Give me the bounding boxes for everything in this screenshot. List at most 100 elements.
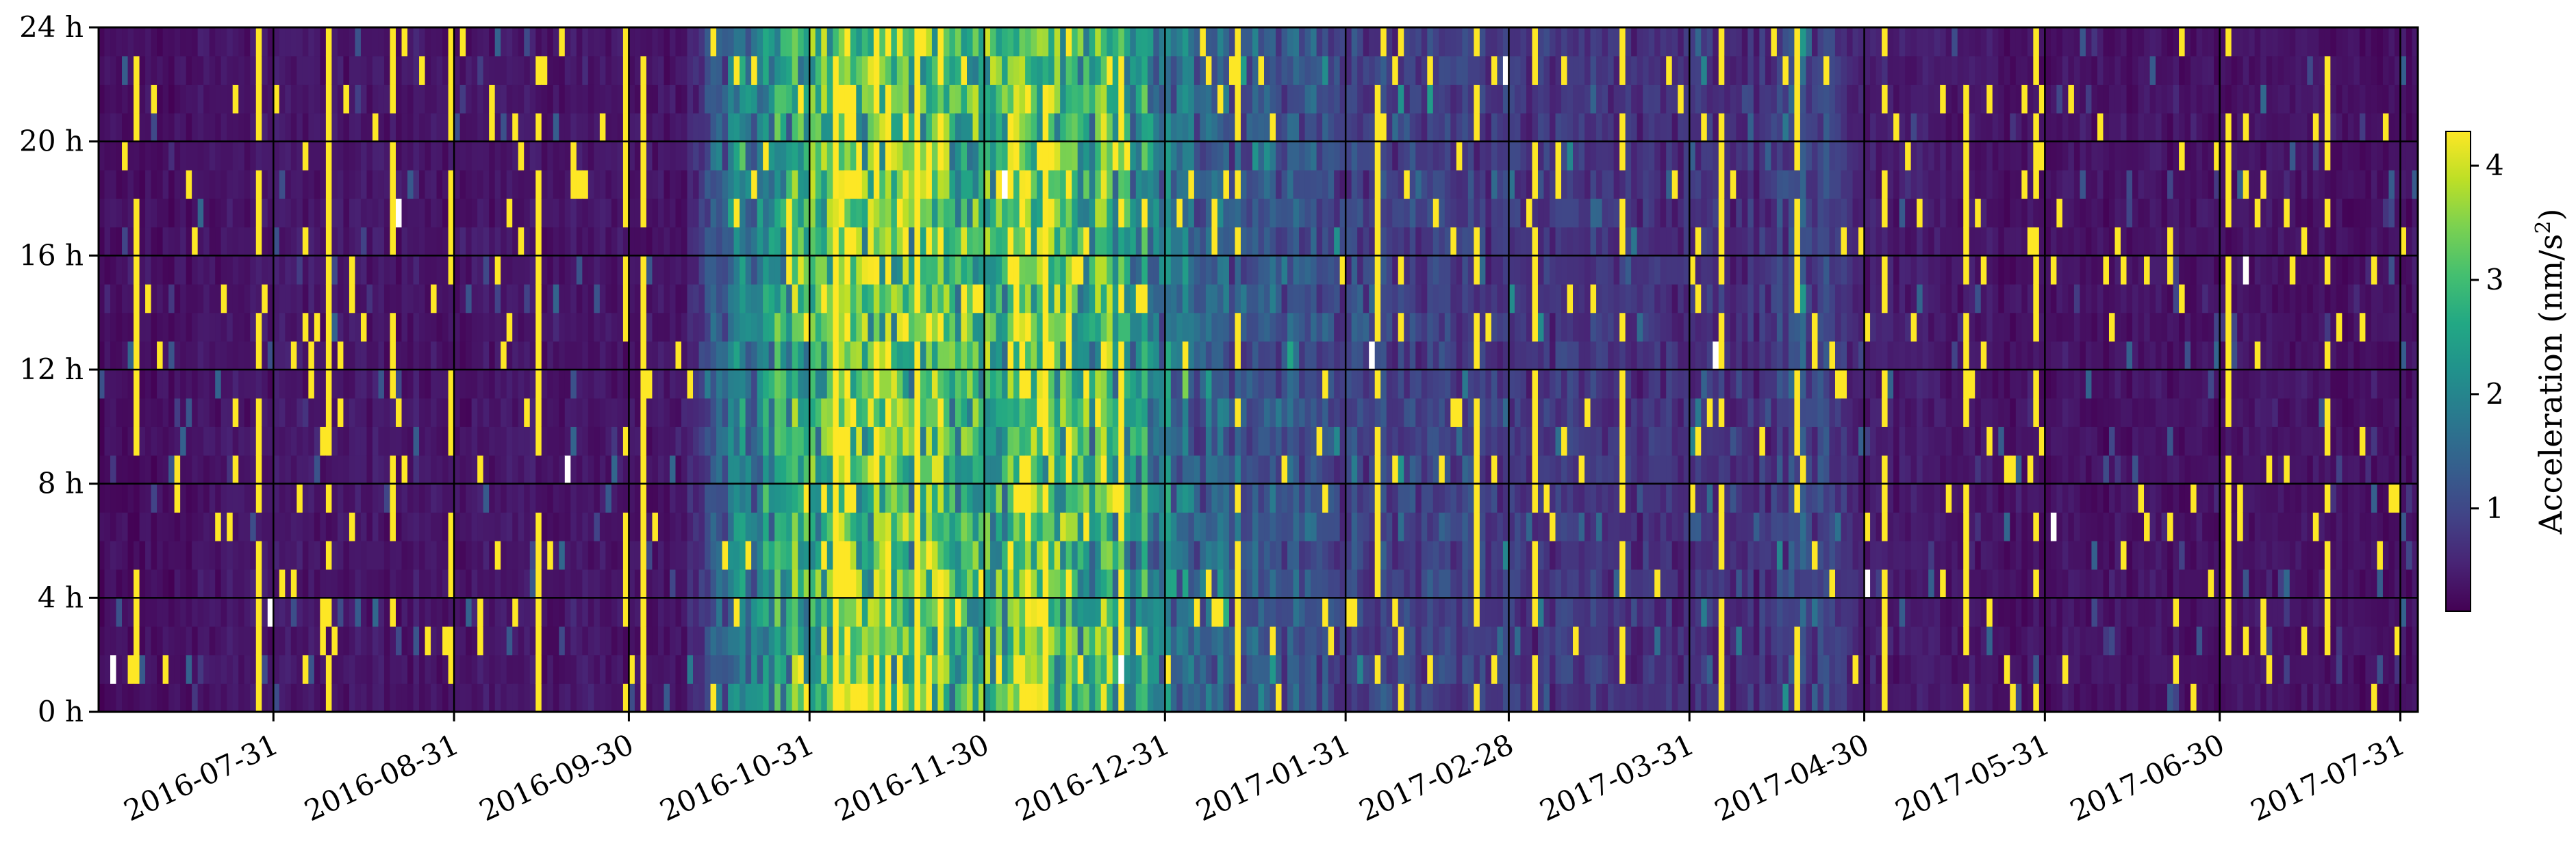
heatmap-cell [419, 370, 426, 399]
heatmap-cell [675, 27, 682, 57]
heatmap-cell [518, 255, 525, 285]
heatmap-cell [949, 654, 956, 684]
heatmap-cell [134, 141, 140, 170]
heatmap-cell [844, 312, 851, 342]
heatmap-cell [343, 27, 350, 57]
heatmap-cell [325, 512, 332, 541]
heatmap-cell [285, 512, 292, 541]
heatmap-cell [1258, 113, 1265, 142]
heatmap-cell [145, 626, 152, 656]
heatmap-cell [360, 84, 368, 114]
heatmap-cell [390, 626, 396, 656]
heatmap-cell [1089, 483, 1096, 513]
heatmap-cell [390, 198, 396, 228]
heatmap-cell [448, 227, 455, 256]
heatmap-cell [489, 170, 496, 199]
heatmap-cell [926, 284, 933, 313]
heatmap-cell [506, 683, 513, 713]
heatmap-cell [314, 84, 320, 114]
heatmap-cell [1002, 170, 1009, 199]
heatmap-cell [466, 113, 472, 142]
heatmap-cell [541, 370, 548, 399]
heatmap-cell [360, 426, 368, 456]
heatmap-cell [920, 198, 927, 228]
heatmap-cell [477, 341, 484, 370]
heatmap-cell [99, 598, 105, 627]
heatmap-cell [698, 341, 705, 370]
heatmap-cell [506, 512, 513, 541]
heatmap-cell [1007, 27, 1014, 57]
heatmap-cell [570, 170, 577, 199]
heatmap-cell [733, 370, 740, 399]
heatmap-cell [1100, 512, 1107, 541]
heatmap-cell [774, 426, 781, 456]
heatmap-cell [244, 541, 251, 570]
heatmap-cell [716, 113, 723, 142]
heatmap-cell [320, 455, 327, 485]
heatmap-cell [1188, 312, 1195, 342]
heatmap-cell [127, 141, 134, 170]
heatmap-cell [879, 370, 886, 399]
heatmap-cell [896, 227, 903, 256]
heatmap-cell [302, 255, 309, 285]
heatmap-cell [314, 455, 320, 485]
heatmap-cell [1141, 341, 1148, 370]
heatmap-cell [99, 512, 105, 541]
heatmap-cell [215, 284, 222, 313]
heatmap-cell [524, 341, 531, 370]
heatmap-cell [664, 227, 670, 256]
heatmap-cell [541, 341, 548, 370]
heatmap-cell [425, 312, 431, 342]
heatmap-cell [652, 84, 659, 114]
heatmap-cell [1060, 569, 1067, 598]
heatmap-cell [215, 113, 222, 142]
heatmap-cell [1264, 341, 1271, 370]
heatmap-cell [611, 341, 618, 370]
heatmap-cell [273, 398, 280, 427]
heatmap-cell [1182, 55, 1189, 85]
heatmap-cell [1252, 141, 1259, 170]
heatmap-cell [390, 55, 396, 85]
heatmap-cell [1107, 512, 1113, 541]
heatmap-cell [902, 284, 909, 313]
heatmap-cell [1299, 455, 1306, 485]
heatmap-cell [1025, 654, 1032, 684]
heatmap-cell [937, 341, 944, 370]
heatmap-cell [419, 455, 426, 485]
heatmap-cell [868, 113, 874, 142]
heatmap-cell [681, 512, 688, 541]
heatmap-cell [273, 55, 280, 85]
heatmap-cell [454, 455, 461, 485]
heatmap-cell [238, 370, 245, 399]
heatmap-cell [908, 512, 916, 541]
heatmap-cell [1107, 84, 1113, 114]
heatmap-cell [745, 170, 752, 199]
heatmap-cell [1118, 683, 1125, 713]
heatmap-cell [798, 683, 805, 713]
heatmap-cell [355, 284, 362, 313]
heatmap-cell [733, 483, 740, 513]
heatmap-cell [961, 512, 968, 541]
heatmap-cell [127, 198, 134, 228]
heatmap-cell [873, 569, 880, 598]
heatmap-cell [1252, 341, 1259, 370]
heatmap-cell [967, 113, 974, 142]
heatmap-cell [459, 426, 466, 456]
heatmap-cell [431, 27, 438, 57]
heatmap-cell [454, 312, 461, 342]
heatmap-cell [529, 512, 536, 541]
heatmap-cell [1252, 398, 1259, 427]
heatmap-cell [885, 569, 892, 598]
heatmap-cell [1240, 84, 1248, 114]
heatmap-cell [238, 626, 245, 656]
heatmap-cell [891, 27, 898, 57]
heatmap-cell [1258, 284, 1265, 313]
heatmap-cell [1002, 455, 1009, 485]
heatmap-cell [1153, 312, 1160, 342]
heatmap-cell [302, 398, 309, 427]
heatmap-cell [483, 512, 490, 541]
heatmap-cell [768, 170, 775, 199]
heatmap-cell [1054, 84, 1061, 114]
heatmap-cell [967, 483, 974, 513]
heatmap-cell [454, 341, 461, 370]
